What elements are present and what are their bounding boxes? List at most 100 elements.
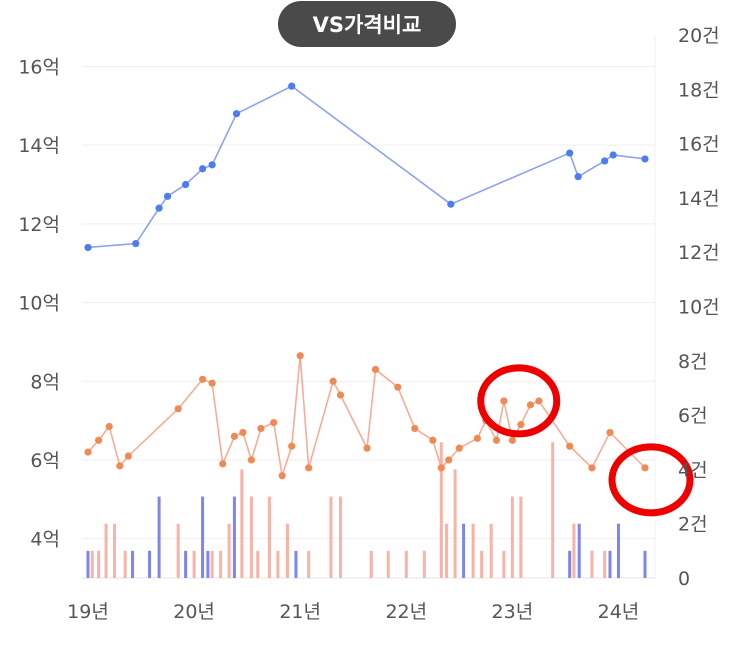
x-tick-label: 22년	[385, 601, 427, 623]
volume-bars	[86, 442, 647, 578]
list-price-point	[601, 157, 609, 165]
volume-bar	[572, 523, 576, 578]
list-price-point	[208, 161, 216, 169]
volume-bar	[307, 550, 311, 578]
trade-price-point	[247, 456, 255, 464]
trade-price-point	[105, 422, 113, 431]
trade-price-point	[508, 436, 516, 444]
trade-price-point	[124, 452, 132, 460]
volume-bar	[480, 550, 484, 578]
trade-price-point	[371, 365, 380, 374]
volume-bar	[369, 550, 373, 578]
list-price-point	[198, 165, 207, 173]
volume-bar	[201, 496, 205, 578]
trade-price-point	[437, 464, 445, 472]
trade-price-point	[116, 462, 124, 470]
volume-bar	[616, 523, 620, 578]
trade-price-point	[270, 418, 278, 427]
trade-price-point	[219, 460, 227, 468]
trade-price-point	[239, 428, 247, 437]
y-right-tick-label: 10건	[678, 297, 720, 319]
trade-price-point	[363, 444, 371, 452]
vs-compare-button[interactable]: VS가격비교	[278, 1, 456, 47]
trade-price-point	[492, 436, 501, 444]
y-left-tick-label: 4억	[30, 529, 60, 551]
list-price-point	[163, 192, 172, 200]
trade-price-point	[336, 391, 345, 399]
list-price-point	[447, 200, 455, 208]
volume-bar	[210, 550, 214, 578]
volume-bar	[276, 550, 280, 578]
y-right-tick-label: 12건	[678, 242, 720, 264]
y-right-tick-label: 14건	[678, 188, 720, 210]
y-left-tick-label: 6억	[30, 450, 60, 472]
volume-bar	[462, 523, 466, 578]
y-left-tick-label: 16억	[18, 56, 60, 78]
volume-bar	[267, 496, 271, 578]
trade-price-point	[641, 464, 649, 472]
y-right-tick-label: 8건	[678, 351, 708, 373]
y-right-tick-label: 18건	[678, 79, 720, 101]
trade-price-point	[278, 472, 286, 480]
volume-bar	[608, 550, 612, 578]
trade-price-point	[84, 448, 92, 456]
volume-bar	[249, 496, 253, 578]
highlight-circles	[477, 364, 694, 517]
y-right-tick-label: 4건	[678, 459, 708, 481]
volume-bar	[157, 496, 161, 578]
list-price-point	[132, 239, 140, 248]
volume-bar	[131, 550, 135, 578]
volume-bar	[256, 550, 260, 578]
list-price-point	[288, 82, 296, 90]
list-price-point	[566, 149, 574, 157]
trade-price-point	[95, 436, 103, 444]
trade-price-point	[305, 464, 313, 472]
volume-bar	[510, 496, 514, 578]
trade-price-point	[445, 456, 453, 464]
x-axis: 19년 20년 21년 22년 23년 24년	[67, 601, 639, 623]
y-right-tick-label: 16건	[678, 134, 720, 156]
list-price-point	[232, 110, 241, 118]
x-tick-label: 21년	[279, 601, 321, 623]
x-tick-label: 20년	[173, 601, 215, 623]
trade-price-point	[329, 377, 337, 385]
trade-price-point	[606, 428, 614, 437]
volume-bar	[232, 496, 236, 578]
list-price-series	[84, 82, 649, 252]
y-axis-right: 0 2건 4건 6건 8건 10건 12건 14건 16건 18건 20건	[678, 25, 720, 590]
volume-bar	[577, 523, 581, 578]
volume-bar	[184, 550, 188, 578]
list-price-point	[84, 243, 92, 252]
x-tick-label: 19년	[67, 601, 109, 623]
trade-price-point	[566, 442, 574, 450]
trade-price-point	[288, 442, 296, 450]
list-price-point	[155, 204, 163, 212]
volume-bar	[176, 523, 180, 578]
list-price-point	[182, 180, 190, 189]
trade-price-line	[87, 355, 646, 476]
y-left-tick-label: 8억	[30, 371, 60, 393]
volume-bar	[422, 550, 426, 578]
x-tick-label: 24년	[598, 601, 640, 623]
volume-bar	[453, 469, 457, 578]
volume-bar	[502, 550, 506, 578]
volume-bar	[219, 550, 223, 578]
volume-bar	[643, 550, 647, 578]
trade-price-point	[257, 424, 265, 433]
volume-bar	[104, 523, 108, 578]
volume-bar	[294, 550, 298, 578]
y-right-tick-label: 0	[678, 568, 690, 590]
volume-bar	[90, 550, 94, 578]
y-right-tick-label: 6건	[678, 405, 708, 427]
trade-price-point	[174, 405, 182, 413]
trade-price-point	[588, 464, 596, 472]
volume-bar	[123, 550, 127, 578]
volume-bar	[206, 550, 210, 578]
volume-bar	[445, 523, 449, 578]
grid-lines	[82, 35, 656, 579]
volume-bar	[603, 550, 607, 578]
volume-bar	[285, 523, 289, 578]
volume-bar	[339, 496, 343, 578]
trade-price-point	[429, 436, 437, 444]
